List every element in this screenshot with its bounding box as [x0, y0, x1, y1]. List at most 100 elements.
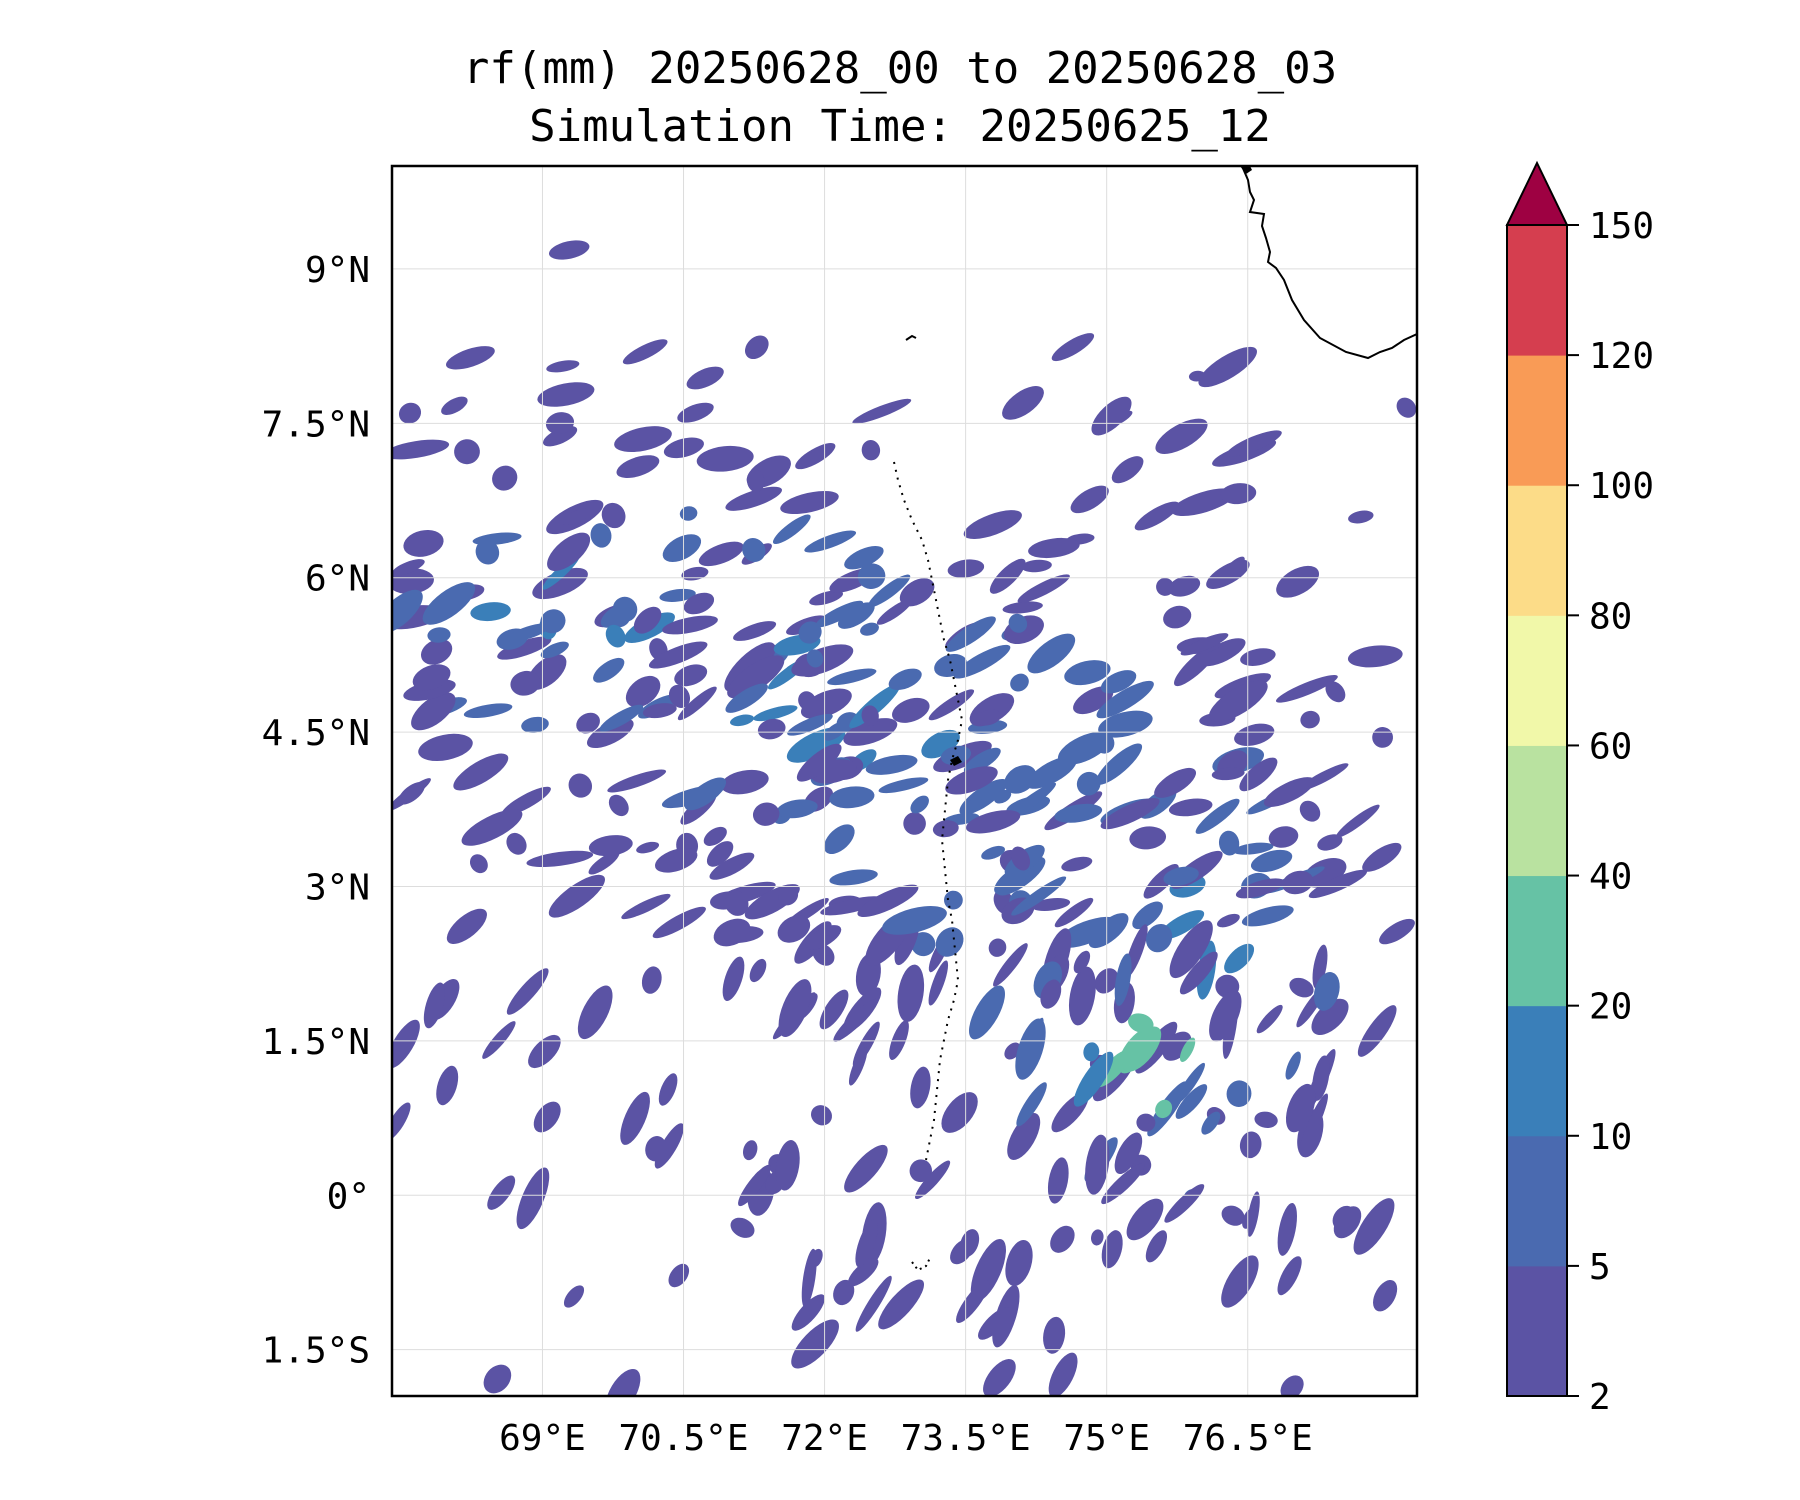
rain-cell: [641, 966, 662, 994]
rain-cell: [934, 653, 967, 678]
rain-cell: [730, 1217, 755, 1238]
rain-cell: [561, 508, 591, 526]
rain-cell: [1242, 1208, 1256, 1229]
rain-cell: [463, 703, 513, 719]
rain-cell: [547, 532, 591, 571]
rain-cell: [978, 1307, 1012, 1340]
title-line-1: rf(mm) 20250628_00 to 20250628_03: [462, 43, 1338, 94]
lat-tick-label-3: 4.5°N: [262, 713, 370, 754]
rain-cell: [1317, 834, 1343, 851]
rain-cell: [1040, 979, 1062, 1009]
colorbar-segment-7: [1507, 355, 1567, 486]
rain-cell: [516, 1167, 550, 1230]
rain-cell: [1021, 559, 1052, 573]
rain-cell: [837, 602, 875, 629]
rain-cell: [642, 703, 677, 719]
rain-cell: [588, 835, 633, 857]
rain-cell: [1008, 613, 1028, 633]
rain-cell: [1221, 1205, 1245, 1226]
rain-cell: [453, 753, 509, 791]
rain-cell: [928, 689, 975, 721]
rain-cell: [1206, 559, 1250, 589]
colorbar-segment-3: [1507, 875, 1567, 1007]
rain-cell: [403, 529, 444, 557]
rain-cell: [1096, 680, 1154, 719]
rain-cell: [392, 559, 425, 576]
rain-cell: [472, 532, 522, 546]
rain-cell: [1154, 767, 1197, 798]
rain-cell: [833, 998, 878, 1042]
rain-cell: [963, 747, 1001, 774]
rain-cell: [1064, 660, 1111, 686]
rain-cell: [1017, 574, 1070, 603]
rain-cell: [1216, 913, 1240, 928]
rain-cell: [679, 506, 698, 521]
rain-cell: [757, 718, 786, 740]
rain-cell: [403, 679, 456, 701]
rain-cell: [1277, 1256, 1302, 1296]
rain-cell: [772, 514, 811, 545]
rain-cell: [1226, 1080, 1252, 1107]
rain-cell: [652, 906, 706, 939]
rain-cell: [752, 802, 780, 826]
rain-cell: [1061, 856, 1093, 872]
rain-cell: [744, 335, 769, 360]
rain-cell: [775, 1140, 800, 1191]
rain-cell: [392, 1102, 411, 1141]
colorbar-label-1: 5: [1589, 1247, 1611, 1288]
rain-cell: [533, 1101, 561, 1133]
rain-cell: [1169, 920, 1213, 979]
rain-cell: [1188, 370, 1206, 382]
rain-cell: [1027, 633, 1076, 674]
colorbar-frame: [1506, 224, 1568, 1397]
rain-cell: [1095, 743, 1143, 785]
rain-cell: [861, 440, 881, 461]
colorbar-segment-6: [1507, 485, 1567, 616]
rain-cell: [1313, 972, 1340, 1011]
lat-tick-label-5: 1.5°N: [262, 1022, 370, 1063]
rain-cell: [1056, 916, 1118, 948]
gridlines: [392, 166, 1417, 1396]
rain-cell: [1263, 777, 1315, 807]
rain-cell: [1048, 1352, 1078, 1396]
rain-cell: [1325, 681, 1346, 703]
rain-cell: [418, 733, 473, 762]
colorbar-segment-4: [1507, 745, 1567, 877]
rain-cell: [778, 979, 812, 1038]
rain-cell: [1073, 686, 1114, 715]
rain-cell: [945, 766, 998, 795]
rain-cell: [994, 789, 1012, 804]
rain-cell: [733, 621, 777, 641]
rain-cell: [607, 769, 667, 793]
rain-cell: [915, 1160, 951, 1200]
rain-cell: [878, 777, 929, 794]
rain-cell: [787, 713, 833, 736]
rain-cell: [1005, 1239, 1033, 1287]
rain-cell: [804, 530, 857, 553]
rain-cell: [1122, 1026, 1162, 1072]
plot-frame: [390, 164, 1419, 1398]
rain-cell: [658, 1073, 678, 1106]
rain-cell: [684, 777, 727, 811]
rain-cell: [1285, 1083, 1316, 1133]
rain-cell: [532, 567, 588, 600]
rain-cell: [1224, 943, 1255, 974]
rain-cell: [796, 743, 842, 782]
rain-cell: [548, 874, 605, 918]
rain-cell: [482, 1021, 516, 1059]
rain-cell: [1353, 1198, 1395, 1255]
rain-cell: [392, 1019, 420, 1069]
rain-cell: [1047, 1157, 1069, 1204]
rain-cell: [1004, 765, 1037, 794]
rain-cell: [857, 884, 919, 917]
minicoy-coast: [905, 334, 917, 341]
rain-cell: [1129, 826, 1167, 850]
rain-cell: [668, 684, 691, 708]
rain-cell: [811, 1105, 832, 1126]
rain-cell: [909, 1159, 933, 1183]
rain-cell: [586, 718, 634, 749]
rain-cell: [1175, 1084, 1208, 1119]
rain-cell: [1221, 1255, 1259, 1308]
rain-cell: [510, 670, 541, 696]
